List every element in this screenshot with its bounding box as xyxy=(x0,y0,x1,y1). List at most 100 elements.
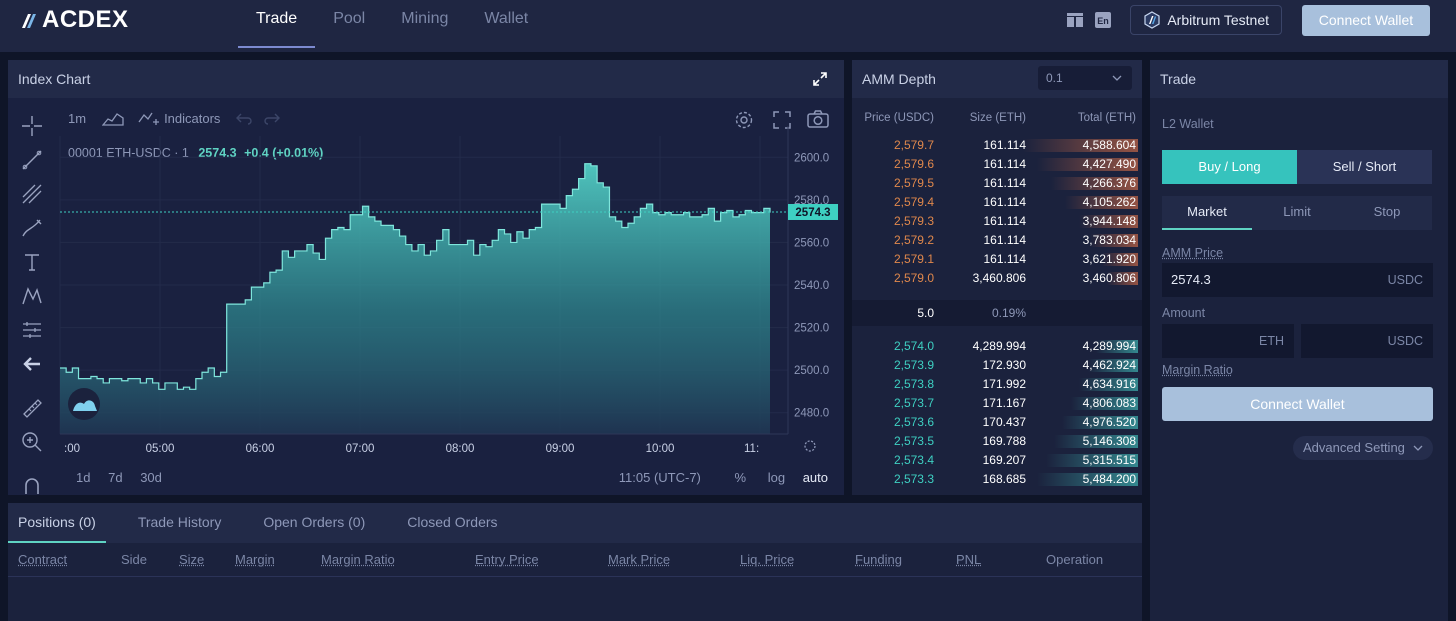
network-selector[interactable]: Arbitrum Testnet xyxy=(1130,5,1282,35)
ask-price: 2,579.2 xyxy=(893,233,934,247)
amount-eth-input[interactable]: ETH xyxy=(1162,324,1294,358)
timeframe-1d[interactable]: 1d xyxy=(76,470,91,485)
tab-limit[interactable]: Limit xyxy=(1283,204,1311,219)
amount-eth-unit: ETH xyxy=(1259,334,1284,348)
spread-row: 5.0 0.19% xyxy=(852,300,1142,326)
timezone-label[interactable]: 11:05 (UTC-7) xyxy=(618,470,701,485)
settings-gear-icon[interactable] xyxy=(734,110,754,130)
bid-total: 5,484.200 xyxy=(1082,472,1136,486)
amm-price-unit: USDC xyxy=(1387,273,1423,287)
nav-wallet[interactable]: Wallet xyxy=(484,10,529,27)
ruler-icon[interactable] xyxy=(20,396,44,420)
ask-size: 3,460.806 xyxy=(972,271,1026,285)
bid-row[interactable]: 2,573.9 172.930 4,462.924 xyxy=(852,356,1142,375)
back-arrow-icon[interactable] xyxy=(20,352,44,376)
ask-row[interactable]: 2,579.0 3,460.806 3,460.806 xyxy=(852,269,1142,288)
text-tool-icon[interactable] xyxy=(20,250,44,274)
tab-positions[interactable]: Positions (0) xyxy=(8,503,106,543)
pattern-icon[interactable] xyxy=(20,284,44,308)
ask-total: 4,588.604 xyxy=(1082,138,1136,152)
bid-row[interactable]: 2,573.6 170.437 4,976.520 xyxy=(852,413,1142,432)
price-area-chart[interactable]: 2600.0 2580.0 2560.0 2540.0 2520.0 2500.0 2480… xyxy=(8,126,844,496)
ask-row[interactable]: 2,579.1 161.114 3,621.920 xyxy=(852,250,1142,269)
tab-open-orders[interactable]: Open Orders (0) xyxy=(263,514,366,530)
buy-long-button[interactable]: Buy / Long xyxy=(1162,150,1297,184)
layout-icon[interactable] xyxy=(1066,11,1084,29)
precision-select[interactable]: 0.1 xyxy=(1038,66,1132,90)
undo-icon[interactable] xyxy=(236,111,253,125)
tab-trade-history[interactable]: Trade History xyxy=(137,514,222,530)
col-margin: Margin xyxy=(235,552,275,567)
fullscreen-icon[interactable] xyxy=(772,110,792,130)
x-tick-label: 05:00 xyxy=(146,443,175,455)
percent-scale-button[interactable]: % xyxy=(734,470,747,485)
bid-row[interactable]: 2,574.0 4,289.994 4,289.994 xyxy=(852,337,1142,356)
expand-icon[interactable] xyxy=(812,71,828,87)
bid-row[interactable]: 2,573.3 168.685 5,484.200 xyxy=(852,470,1142,489)
log-scale-button[interactable]: log xyxy=(767,470,786,485)
x-tick-label: 10:00 xyxy=(646,443,675,455)
trendline-icon[interactable] xyxy=(20,148,44,172)
ask-total: 3,460.806 xyxy=(1082,271,1136,285)
depth-bar xyxy=(1051,177,1138,190)
nav-trade[interactable]: Trade xyxy=(238,0,316,48)
chart-type-icon[interactable] xyxy=(102,110,124,126)
col-size: Size xyxy=(179,552,205,567)
screenshot-camera-icon[interactable] xyxy=(807,110,829,128)
timeframe-7d[interactable]: 7d xyxy=(108,470,123,485)
ask-row[interactable]: 2,579.3 161.114 3,944.148 xyxy=(852,212,1142,231)
connect-wallet-button-header[interactable]: Connect Wallet xyxy=(1302,4,1430,36)
redo-icon[interactable] xyxy=(264,111,281,125)
logo-mark-icon xyxy=(22,14,36,28)
ask-row[interactable]: 2,579.5 161.114 4,266.376 xyxy=(852,174,1142,193)
depth-bar xyxy=(1096,340,1138,353)
bid-row[interactable]: 2,573.7 171.167 4,806.083 xyxy=(852,394,1142,413)
ask-row[interactable]: 2,579.4 161.114 4,105.262 xyxy=(852,193,1142,212)
amount-usdc-input[interactable]: USDC xyxy=(1301,324,1433,358)
nav-mining[interactable]: Mining xyxy=(401,10,449,27)
tab-stop[interactable]: Stop xyxy=(1373,204,1401,219)
side-toggle: Buy / Long Sell / Short xyxy=(1162,150,1432,184)
ask-row[interactable]: 2,579.7 161.114 4,588.604 xyxy=(852,136,1142,155)
ask-row[interactable]: 2,579.6 161.114 4,427.490 xyxy=(852,155,1142,174)
ask-price: 2,579.4 xyxy=(893,195,934,209)
acdex-logo[interactable]: ACDEX xyxy=(20,6,129,34)
brush-icon[interactable] xyxy=(20,216,44,240)
spread-percent: 0.19% xyxy=(991,306,1026,320)
zoom-in-icon[interactable] xyxy=(20,430,44,454)
price-tag xyxy=(788,203,838,220)
nav-pool[interactable]: Pool xyxy=(333,10,366,27)
auto-scale-button[interactable]: auto xyxy=(802,470,828,485)
language-icon[interactable]: En xyxy=(1094,11,1112,29)
sell-short-button[interactable]: Sell / Short xyxy=(1297,150,1432,184)
bid-row[interactable]: 2,573.5 169.788 5,146.308 xyxy=(852,432,1142,451)
x-tick-label: 07:00 xyxy=(346,443,375,455)
bid-price: 2,573.8 xyxy=(893,377,934,391)
bid-size: 171.992 xyxy=(982,377,1026,391)
measure-ruler-icon[interactable] xyxy=(20,318,44,342)
connect-wallet-button[interactable]: Connect Wallet xyxy=(1162,387,1433,421)
fib-icon[interactable] xyxy=(20,182,44,206)
total-column-header: Total (ETH) xyxy=(1077,112,1136,124)
tab-closed-orders[interactable]: Closed Orders xyxy=(407,514,498,530)
axis-settings-icon[interactable] xyxy=(804,440,816,452)
bid-row[interactable]: 2,573.4 169.207 5,315.515 xyxy=(852,451,1142,470)
bid-row[interactable]: 2,573.8 171.992 4,634.916 xyxy=(852,375,1142,394)
amm-price-label: AMM Price xyxy=(1162,246,1224,260)
timeframe-30d[interactable]: 30d xyxy=(140,470,162,485)
indicators-icon[interactable] xyxy=(138,110,160,126)
tab-market[interactable]: Market xyxy=(1162,196,1252,230)
magnet-icon[interactable] xyxy=(20,474,44,498)
bid-price: 2,573.5 xyxy=(893,434,934,448)
ask-row[interactable]: 2,579.2 161.114 3,783.034 xyxy=(852,231,1142,250)
crosshair-icon[interactable] xyxy=(20,114,44,138)
advanced-setting-dropdown[interactable]: Advanced Setting xyxy=(1293,436,1433,460)
interval-button[interactable]: 1m xyxy=(68,110,87,126)
index-chart-header: Index Chart xyxy=(8,60,844,98)
timeframe-buttons: 1d 7d 30d xyxy=(76,470,176,485)
indicators-button[interactable]: Indicators xyxy=(164,110,221,126)
bid-price: 2,573.4 xyxy=(893,453,934,467)
header-actions: En Arbitrum Testnet Connect Wallet xyxy=(1066,4,1430,36)
drawing-toolbar xyxy=(8,98,58,495)
bid-price: 2,573.7 xyxy=(893,396,934,410)
